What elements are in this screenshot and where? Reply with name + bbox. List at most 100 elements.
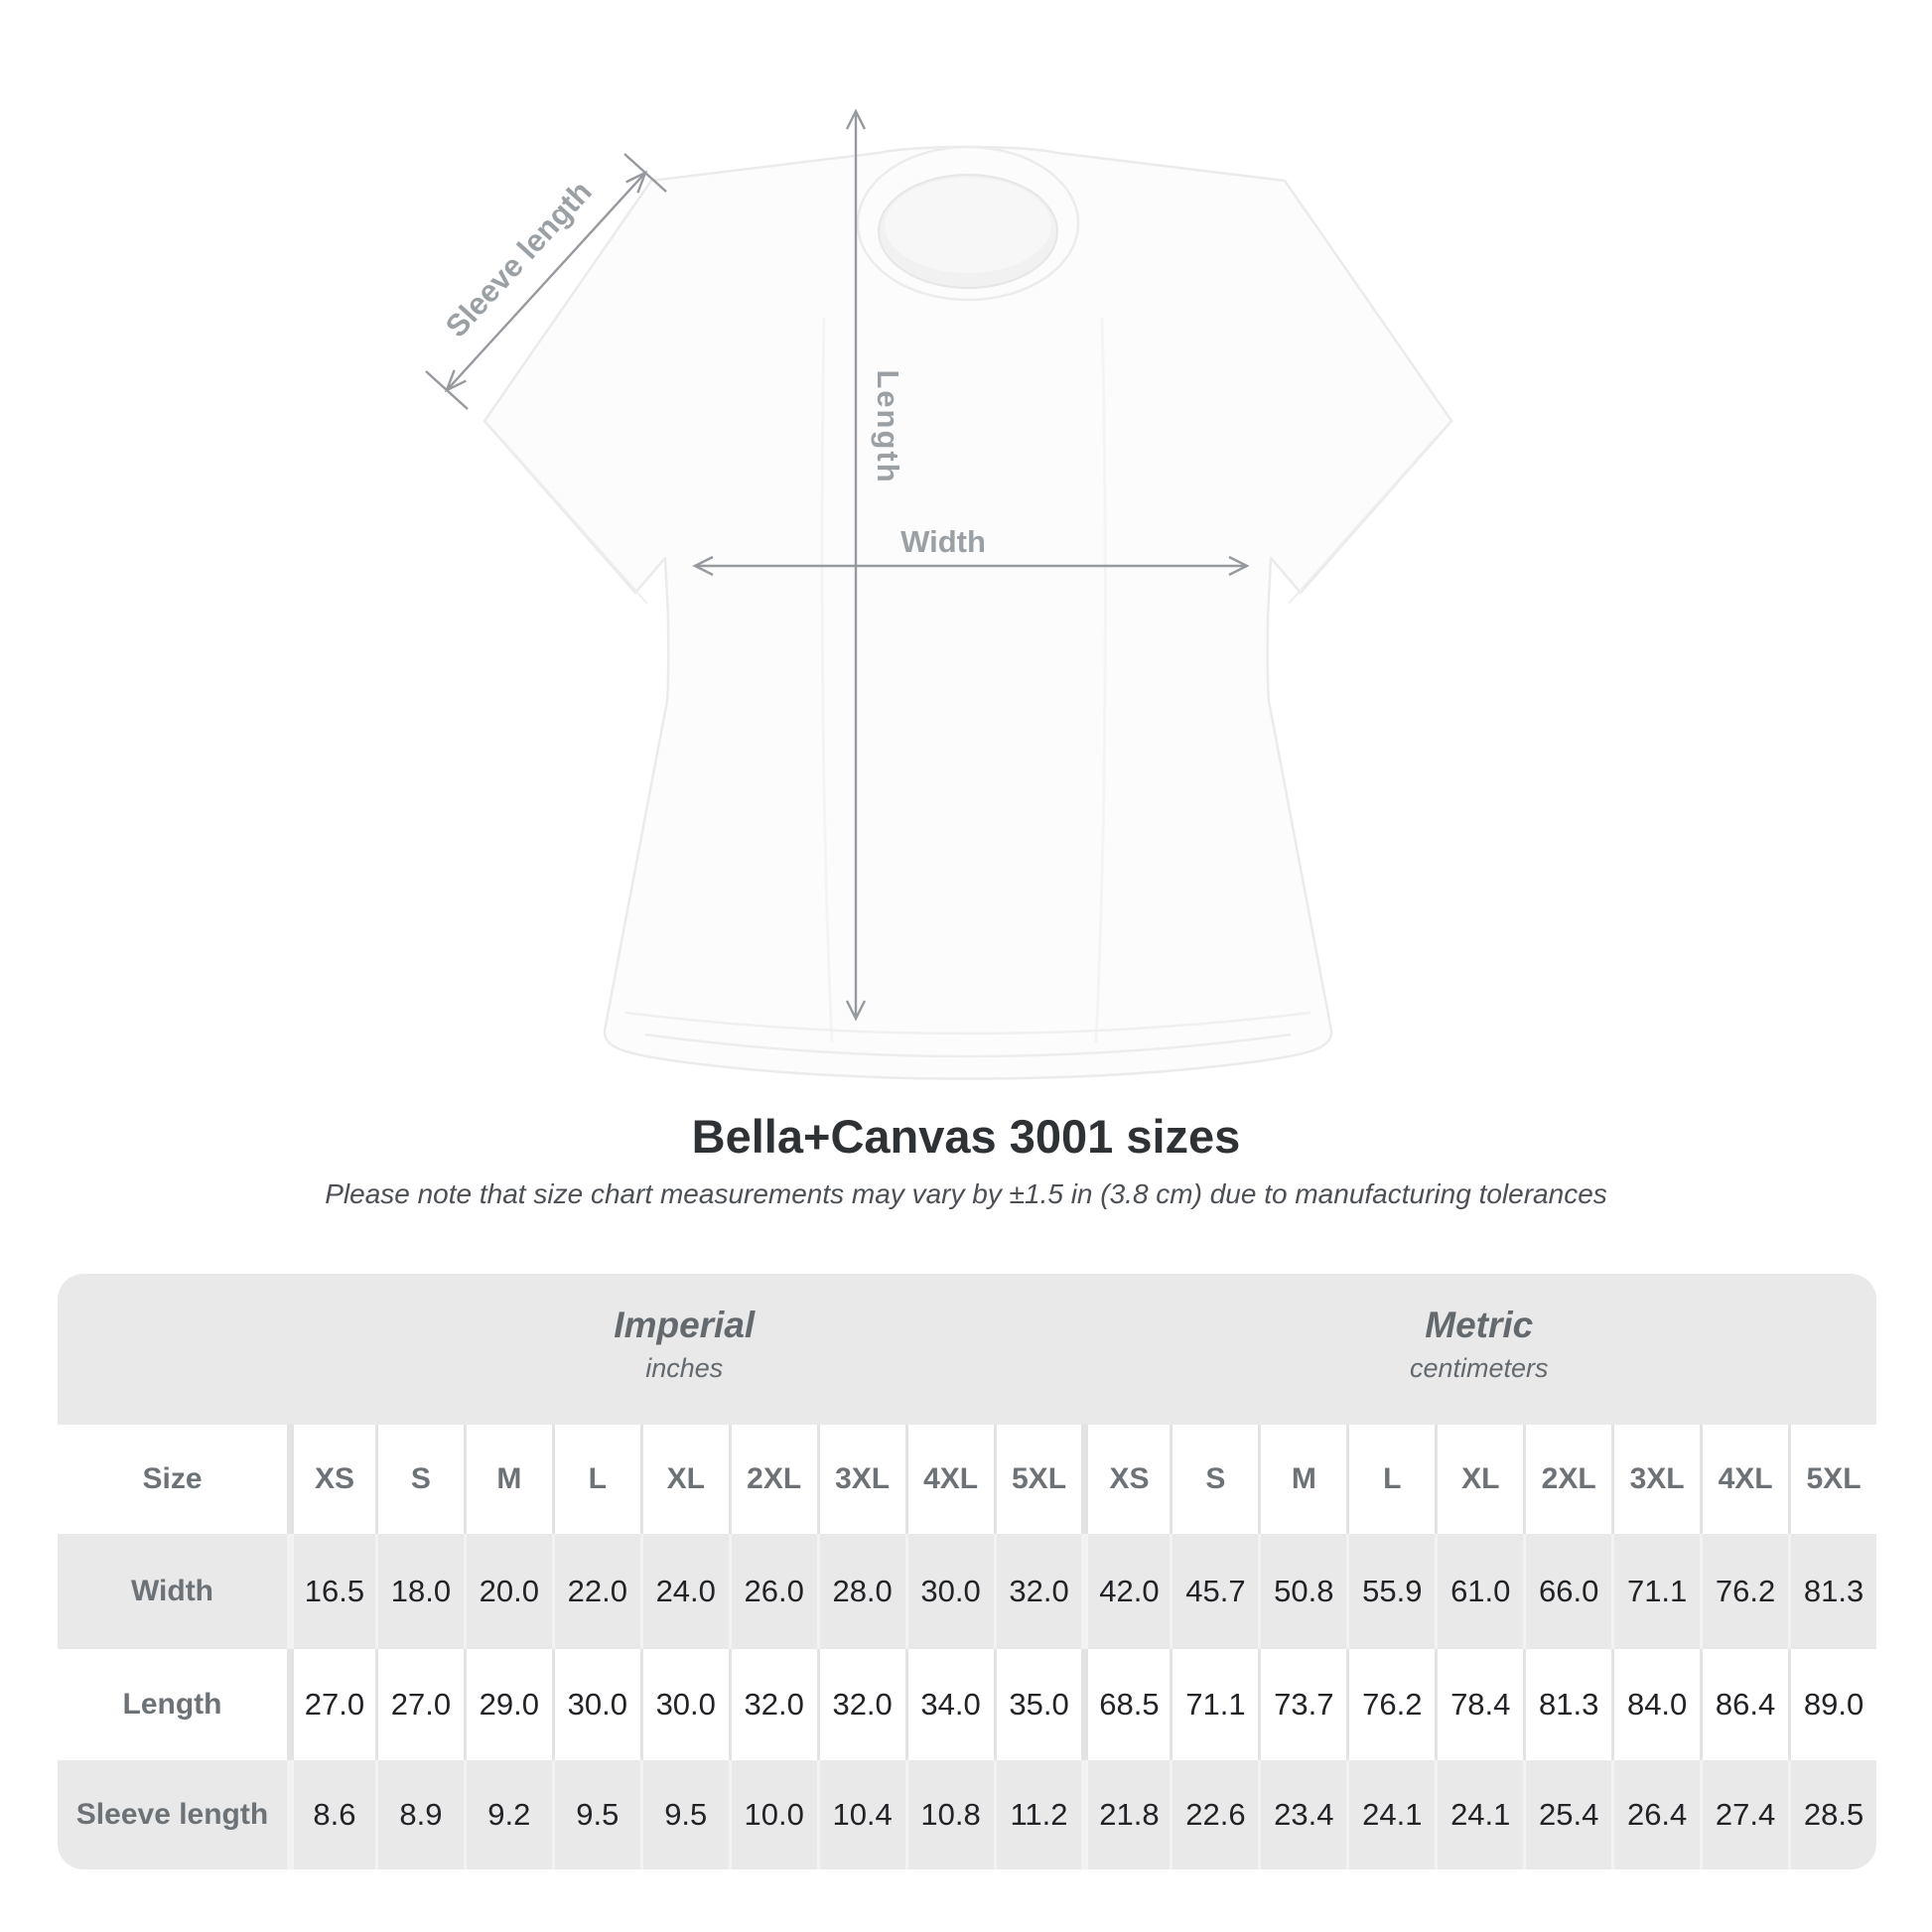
table-cell: 9.2 [463,1760,552,1869]
table-cell: 21.8 [1081,1760,1170,1869]
table-cell: 71.1 [1170,1649,1258,1760]
unit-header-row: Imperial inches Metric centimeters [58,1274,1876,1425]
size-col-header: S [1170,1425,1258,1534]
table-cell: 29.0 [463,1649,552,1760]
table-cell: 35.0 [993,1649,1082,1760]
corner-label: Size [142,1462,203,1495]
width-row: Width 16.5 18.0 20.0 22.0 24.0 26.0 28.0 30.0 32… [58,1534,1876,1649]
table-cell: 76.2 [1346,1649,1435,1760]
sleeve-length-row: Sleeve length 8.6 8.9 9.2 9.5 9.5 10.0 10.4 10.… [58,1760,1876,1869]
table-cell: 10.8 [904,1760,994,1869]
size-col-header: M [463,1425,552,1534]
table-cell: 16.5 [287,1534,375,1649]
length-label: Length [871,369,905,483]
table-cell: 26.4 [1611,1760,1700,1869]
table-cell: 81.3 [1788,1534,1876,1649]
table-cell: 20.0 [463,1534,552,1649]
table-cell: 18.0 [374,1534,464,1649]
table-cell: 10.4 [816,1760,905,1869]
table-cell: 27.4 [1700,1760,1788,1869]
unit-metric-label: Metric [1425,1305,1534,1345]
table-cell: 84.0 [1611,1649,1700,1760]
size-col-header: XL [639,1425,729,1534]
size-table: Imperial inches Metric centimeters Size … [58,1274,1876,1869]
table-cell: 11.2 [993,1760,1082,1869]
unit-imperial: Imperial inches [287,1274,1082,1425]
size-col-header: S [374,1425,464,1534]
table-cell: 24.1 [1346,1760,1435,1869]
title-block: Bella+Canvas 3001 sizes Please note that… [0,1110,1932,1210]
tshirt-svg: Sleeve length Length Width [425,108,1453,1080]
table-cell: 22.0 [551,1534,640,1649]
size-col-header: L [551,1425,640,1534]
size-col-header: XS [287,1425,375,1534]
table-cell: 9.5 [551,1760,640,1869]
sleeve-length-arrow [425,153,667,410]
table-cell: 78.4 [1435,1649,1523,1760]
table-cell: 55.9 [1346,1534,1435,1649]
size-col-header: 3XL [816,1425,905,1534]
table-cell: 45.7 [1170,1534,1258,1649]
size-col-header: 3XL [1611,1425,1700,1534]
size-col-header: XS [1081,1425,1170,1534]
size-col-header: 2XL [1523,1425,1611,1534]
table-cell: 42.0 [1081,1534,1170,1649]
width-arrow [692,555,1250,577]
table-cell: 34.0 [904,1649,994,1760]
table-cell: 86.4 [1700,1649,1788,1760]
table-cell: 76.2 [1700,1534,1788,1649]
table-cell: 25.4 [1523,1760,1611,1869]
table-cell: 28.0 [816,1534,905,1649]
table-cell: 66.0 [1523,1534,1611,1649]
table-cell: 61.0 [1435,1534,1523,1649]
length-row: Length 27.0 27.0 29.0 30.0 30.0 32.0 32.0 34.0 3… [58,1649,1876,1760]
table-cell: 30.0 [639,1649,729,1760]
size-col-header: 4XL [1700,1425,1788,1534]
table-cell: 23.4 [1258,1760,1346,1869]
table-cell: 24.0 [639,1534,729,1649]
table-cell: 24.1 [1435,1760,1523,1869]
table-cell: 8.9 [374,1760,464,1869]
size-col-header: 4XL [904,1425,994,1534]
unit-header-spacer [58,1274,287,1425]
table-cell: 27.0 [287,1649,375,1760]
table-cell: 32.0 [993,1534,1082,1649]
table-cell: 10.0 [728,1760,817,1869]
table-cell: 30.0 [904,1534,994,1649]
table-cell: 68.5 [1081,1649,1170,1760]
row-label-sleeve-length: Sleeve length [75,1798,269,1831]
size-col-header: M [1258,1425,1346,1534]
table-cell: 50.8 [1258,1534,1346,1649]
page-title: Bella+Canvas 3001 sizes [691,1110,1241,1163]
size-col-header: XL [1435,1425,1523,1534]
unit-imperial-label: Imperial [614,1305,756,1345]
size-col-header: 5XL [993,1425,1082,1534]
tshirt-graphic [483,145,1453,1080]
row-label-length: Length [122,1688,222,1721]
table-cell: 89.0 [1788,1649,1876,1760]
width-label: Width [900,524,986,559]
table-cell: 28.5 [1788,1760,1876,1869]
unit-imperial-sublabel: inches [645,1353,724,1384]
tshirt-diagram: Sleeve length Length Width [425,108,1453,1080]
table-cell: 9.5 [639,1760,729,1869]
table-cell: 73.7 [1258,1649,1346,1760]
table-cell: 22.6 [1170,1760,1258,1869]
table-cell: 26.0 [728,1534,817,1649]
size-col-header: 2XL [728,1425,817,1534]
table-cell: 8.6 [287,1760,375,1869]
size-col-header: 5XL [1788,1425,1876,1534]
size-col-header: L [1346,1425,1435,1534]
table-cell: 71.1 [1611,1534,1700,1649]
unit-metric: Metric centimeters [1082,1274,1877,1425]
size-header-row: Size XS S M L XL 2XL 3XL 4XL 5XL XS S M L XL 2XL 3XL 4XL… [58,1425,1876,1534]
unit-metric-sublabel: centimeters [1409,1353,1549,1384]
tolerance-note: Please note that size chart measurements… [325,1178,1607,1210]
row-label-width: Width [130,1575,214,1607]
table-cell: 32.0 [728,1649,817,1760]
table-cell: 30.0 [551,1649,640,1760]
table-cell: 32.0 [816,1649,905,1760]
table-cell: 27.0 [374,1649,464,1760]
table-cell: 81.3 [1523,1649,1611,1760]
